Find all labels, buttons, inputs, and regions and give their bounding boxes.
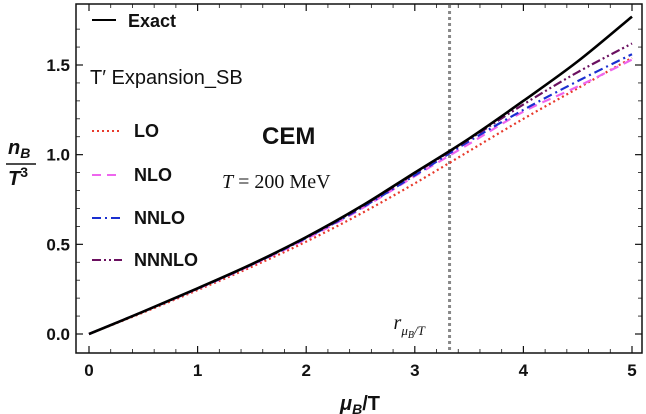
y-axis-denominator-main: T <box>8 168 22 190</box>
legend-label-nlo: NLO <box>134 165 172 185</box>
x-axis-title: μB/T <box>339 393 380 414</box>
legend-label-exact: Exact <box>128 11 176 31</box>
y-axis-denominator-superscript: 3 <box>20 164 28 180</box>
axis-ticks: 0 1 2 3 4 5 0.0 0.5 1.0 1.5 <box>46 4 642 380</box>
plot-frame <box>75 3 643 354</box>
reference-label-over-t: /T <box>413 323 426 338</box>
y-axis-numerator-subscript: B <box>20 145 30 161</box>
y-tick-label: 1.5 <box>46 56 70 75</box>
temperature-variable: T <box>222 171 235 193</box>
y-tick-label: 0.0 <box>46 325 70 344</box>
legend-label-nnlo: NNLO <box>134 208 185 228</box>
series-line-lo <box>88 56 633 336</box>
y-axis-numerator-main: n <box>8 137 20 159</box>
x-tick-label: 1 <box>193 361 202 380</box>
model-label: CEM <box>262 123 315 150</box>
x-axis-title-mu: μ <box>339 393 352 414</box>
y-axis-denominator: T3 <box>8 164 28 190</box>
y-tick-label: 1.0 <box>46 146 70 165</box>
reference-label-r: r <box>394 312 402 334</box>
y-axis-numerator: nB <box>8 137 30 161</box>
x-tick-label: 2 <box>301 361 310 380</box>
reference-line-label: rμB/T <box>394 312 426 341</box>
temperature-label: T = 200 MeV <box>222 171 331 193</box>
y-axis-title: nB T3 <box>6 137 36 190</box>
x-axis-title-rest: /T <box>362 393 380 414</box>
series-line-exact <box>88 15 633 336</box>
reference-line-group: rμB/T <box>394 5 452 352</box>
x-tick-label: 0 <box>84 361 93 380</box>
series-lines <box>88 15 633 336</box>
expansion-label: T′ Expansion_SB <box>90 67 243 89</box>
reference-label-mu: μ <box>400 323 408 338</box>
legend-label-lo: LO <box>134 121 159 141</box>
legend: Exact T′ Expansion_SB LO NLO NNLO NNNLO <box>90 11 243 270</box>
x-tick-label: 5 <box>627 361 636 380</box>
y-tick-label: 0.5 <box>46 235 70 254</box>
x-axis-title-subscript: B <box>352 401 362 414</box>
x-tick-label: 4 <box>519 361 529 380</box>
temperature-value: = 200 MeV <box>233 171 331 193</box>
legend-label-nnnlo: NNNLO <box>134 250 198 270</box>
x-tick-label: 3 <box>410 361 419 380</box>
reference-label-b: B <box>408 330 414 341</box>
